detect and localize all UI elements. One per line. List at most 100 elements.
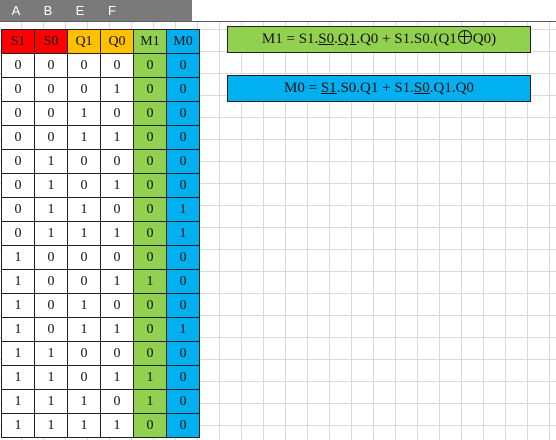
table-cell[interactable]: 1 xyxy=(34,173,68,198)
table-cell[interactable]: 1 xyxy=(133,365,167,390)
table-cell[interactable]: 1 xyxy=(1,293,35,318)
table-cell[interactable]: 0 xyxy=(1,53,35,78)
table-cell[interactable]: 1 xyxy=(1,341,35,366)
table-cell[interactable]: 1 xyxy=(67,197,101,222)
table-cell[interactable]: 1 xyxy=(166,221,200,246)
table-cell[interactable]: 0 xyxy=(166,389,200,414)
table-cell[interactable]: 0 xyxy=(34,77,68,102)
table-cell[interactable]: 0 xyxy=(133,149,167,174)
table-cell[interactable]: 0 xyxy=(67,173,101,198)
table-cell[interactable]: 0 xyxy=(100,245,134,270)
table-cell[interactable]: 1 xyxy=(67,293,101,318)
table-cell[interactable]: 0 xyxy=(166,365,200,390)
table-cell[interactable]: 0 xyxy=(166,413,200,438)
table-cell[interactable]: 0 xyxy=(166,77,200,102)
table-cell[interactable]: 1 xyxy=(100,221,134,246)
m0-formula-box[interactable]: M0 = S1.S0.Q1 + S1.S0.Q1.Q0 xyxy=(227,75,531,102)
table-cell[interactable]: 0 xyxy=(133,173,167,198)
table-cell[interactable]: 0 xyxy=(133,77,167,102)
table-cell[interactable]: 0 xyxy=(67,245,101,270)
table-cell[interactable]: 0 xyxy=(166,53,200,78)
table-cell[interactable]: 0 xyxy=(166,149,200,174)
table-cell[interactable]: 1 xyxy=(166,197,200,222)
table-cell[interactable]: 1 xyxy=(100,125,134,150)
table-cell[interactable]: 0 xyxy=(166,245,200,270)
table-cell[interactable]: 1 xyxy=(67,125,101,150)
table-cell[interactable]: 0 xyxy=(166,101,200,126)
table-cell[interactable]: 0 xyxy=(100,53,134,78)
table-cell[interactable]: 0 xyxy=(67,341,101,366)
table-cell[interactable]: 1 xyxy=(1,269,35,294)
table-cell[interactable]: 0 xyxy=(100,293,134,318)
header-q0[interactable]: Q0 xyxy=(100,29,134,54)
header-q1[interactable]: Q1 xyxy=(67,29,101,54)
table-cell[interactable]: 1 xyxy=(100,413,134,438)
table-cell[interactable]: 0 xyxy=(100,197,134,222)
table-cell[interactable]: 0 xyxy=(67,149,101,174)
table-cell[interactable]: 0 xyxy=(67,53,101,78)
table-cell[interactable]: 1 xyxy=(1,389,35,414)
table-cell[interactable]: 0 xyxy=(133,221,167,246)
table-cell[interactable]: 0 xyxy=(133,293,167,318)
table-cell[interactable]: 0 xyxy=(100,101,134,126)
table-cell[interactable]: 1 xyxy=(1,365,35,390)
table-cell[interactable]: 0 xyxy=(133,245,167,270)
m1-formula-box[interactable]: M1 = S1.S0.Q1.Q0 + S1.S0.(Q1 Q0) xyxy=(227,26,531,53)
table-cell[interactable]: 0 xyxy=(100,389,134,414)
table-cell[interactable]: 1 xyxy=(34,341,68,366)
table-cell[interactable]: 1 xyxy=(100,365,134,390)
table-cell[interactable]: 0 xyxy=(166,173,200,198)
table-cell[interactable]: 0 xyxy=(133,197,167,222)
table-cell[interactable]: 0 xyxy=(166,293,200,318)
table-cell[interactable]: 1 xyxy=(133,269,167,294)
table-cell[interactable]: 1 xyxy=(1,317,35,342)
table-cell[interactable]: 1 xyxy=(34,221,68,246)
table-cell[interactable]: 0 xyxy=(133,125,167,150)
table-cell[interactable]: 1 xyxy=(34,413,68,438)
table-cell[interactable]: 1 xyxy=(67,101,101,126)
table-cell[interactable]: 1 xyxy=(67,317,101,342)
table-cell[interactable]: 1 xyxy=(100,317,134,342)
column-header-blank[interactable] xyxy=(160,0,192,21)
table-cell[interactable]: 0 xyxy=(34,245,68,270)
header-s0[interactable]: S0 xyxy=(34,29,68,54)
table-cell[interactable]: 1 xyxy=(100,77,134,102)
header-m0[interactable]: M0 xyxy=(166,29,200,54)
table-cell[interactable]: 0 xyxy=(67,77,101,102)
table-cell[interactable]: 1 xyxy=(67,221,101,246)
table-cell[interactable]: 0 xyxy=(67,269,101,294)
table-cell[interactable]: 0 xyxy=(67,365,101,390)
header-s1[interactable]: S1 xyxy=(1,29,35,54)
table-cell[interactable]: 0 xyxy=(133,413,167,438)
table-cell[interactable]: 0 xyxy=(34,293,68,318)
table-cell[interactable]: 1 xyxy=(34,389,68,414)
table-cell[interactable]: 1 xyxy=(100,173,134,198)
column-header-e[interactable]: E xyxy=(75,3,85,18)
column-header-b[interactable]: B xyxy=(43,3,53,18)
table-cell[interactable]: 0 xyxy=(1,173,35,198)
column-header-f[interactable]: F xyxy=(108,3,116,18)
table-cell[interactable]: 0 xyxy=(1,197,35,222)
table-cell[interactable]: 0 xyxy=(133,317,167,342)
table-cell[interactable]: 1 xyxy=(1,413,35,438)
table-cell[interactable]: 0 xyxy=(166,341,200,366)
table-cell[interactable]: 0 xyxy=(34,101,68,126)
table-cell[interactable]: 0 xyxy=(1,101,35,126)
table-cell[interactable]: 0 xyxy=(100,341,134,366)
header-m1[interactable]: M1 xyxy=(133,29,167,54)
table-cell[interactable]: 1 xyxy=(100,269,134,294)
table-cell[interactable]: 0 xyxy=(133,53,167,78)
column-header-a[interactable]: A xyxy=(11,3,21,18)
table-cell[interactable]: 1 xyxy=(34,365,68,390)
table-cell[interactable]: 1 xyxy=(67,389,101,414)
table-cell[interactable]: 0 xyxy=(166,269,200,294)
table-cell[interactable]: 0 xyxy=(100,149,134,174)
table-cell[interactable]: 0 xyxy=(34,317,68,342)
column-header-blank[interactable] xyxy=(128,0,160,21)
table-cell[interactable]: 0 xyxy=(34,125,68,150)
table-cell[interactable]: 0 xyxy=(34,53,68,78)
table-cell[interactable]: 0 xyxy=(133,341,167,366)
table-cell[interactable]: 0 xyxy=(133,101,167,126)
table-cell[interactable]: 0 xyxy=(34,269,68,294)
table-cell[interactable]: 0 xyxy=(1,125,35,150)
